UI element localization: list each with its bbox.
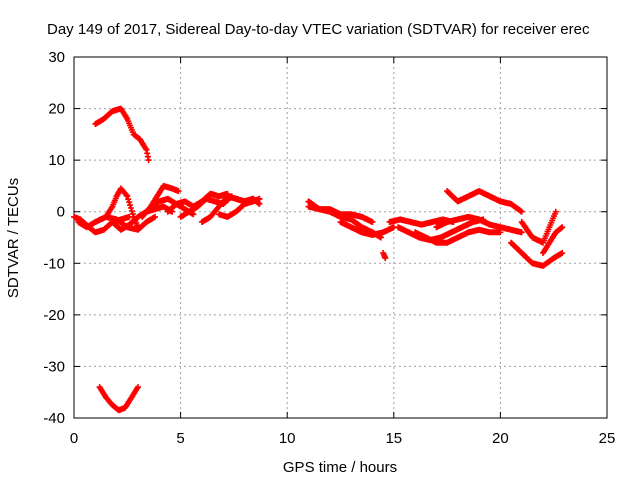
series-arc-x <box>518 208 559 246</box>
data-point-marker <box>433 213 525 236</box>
y-axis-label: SDTVAR / TECUs <box>5 178 22 298</box>
series-arc-d <box>96 384 141 414</box>
x-tick-label: 5 <box>176 430 184 447</box>
series-arc-t <box>412 226 504 246</box>
tick-layer <box>73 56 608 419</box>
data-point-marker <box>540 224 566 256</box>
series-arc-v <box>433 213 525 236</box>
x-tick-label: 0 <box>70 430 78 447</box>
series-arc-w <box>508 239 566 269</box>
series-arc-y <box>540 224 566 256</box>
grid-layer <box>74 57 607 418</box>
series-arc-h <box>147 182 182 210</box>
data-point-marker <box>518 208 559 246</box>
series-arc-c <box>92 105 152 164</box>
data-point-marker <box>380 250 389 262</box>
y-tick-label: -40 <box>43 410 65 427</box>
y-tick-label: 10 <box>48 152 65 169</box>
series-arc-u <box>444 188 525 215</box>
data-point-marker <box>147 182 182 210</box>
plot-frame <box>73 56 608 419</box>
tick-label-layer: 0 5 10 15 20 25 30 20 10 0 -10 -20 -30 -40 <box>43 49 615 447</box>
series-arc-m <box>233 195 263 207</box>
x-tick-label: 25 <box>599 430 616 447</box>
series-arc-q <box>380 250 389 262</box>
data-point-marker <box>92 105 152 164</box>
chart-title: Day 149 of 2017, Sidereal Day-to-day VTE… <box>47 21 590 38</box>
y-tick-label: -30 <box>43 358 65 375</box>
data-layer <box>71 105 566 414</box>
data-point-marker <box>412 226 504 246</box>
x-tick-label: 20 <box>492 430 509 447</box>
y-tick-label: 0 <box>57 204 65 221</box>
x-tick-label: 10 <box>279 430 296 447</box>
data-point-marker <box>337 219 397 238</box>
data-point-marker <box>444 188 525 215</box>
data-point-marker <box>96 384 141 414</box>
x-tick-label: 15 <box>385 430 402 447</box>
y-tick-label: -10 <box>43 255 65 272</box>
y-tick-label: 20 <box>48 101 65 118</box>
series-arc-p <box>337 219 397 238</box>
series-arc-o <box>305 203 376 225</box>
y-tick-label: -20 <box>43 307 65 324</box>
data-point-marker <box>233 195 263 207</box>
data-point-marker <box>305 203 376 225</box>
y-tick-label: 30 <box>48 49 65 66</box>
x-axis-label: GPS time / hours <box>283 459 397 476</box>
data-point-marker <box>508 239 566 269</box>
